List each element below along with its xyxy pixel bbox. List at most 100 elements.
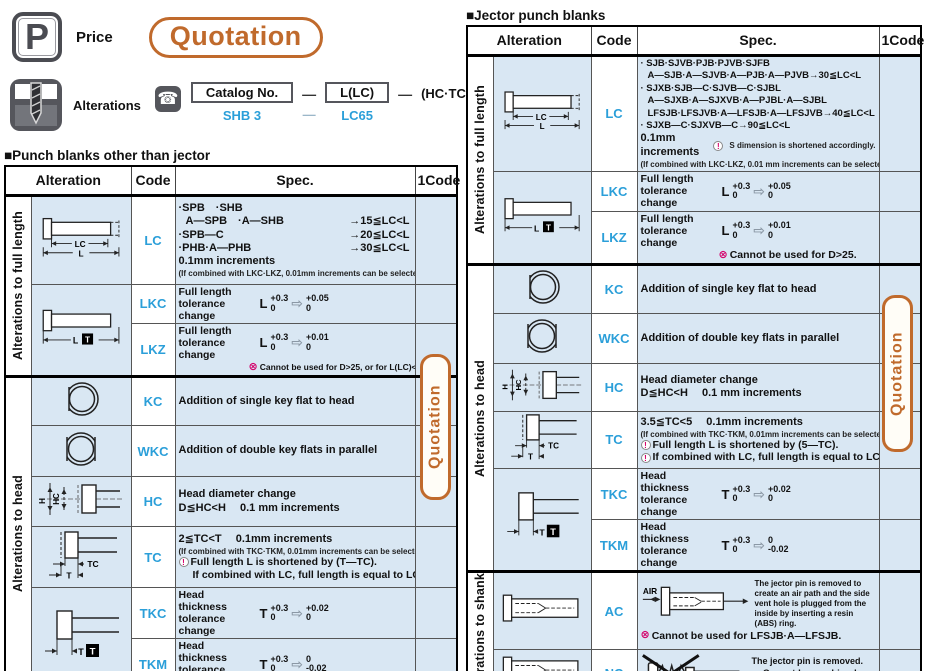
tol-letter: T (721, 537, 730, 553)
code-cell: TC (130, 526, 176, 589)
spec-cell: Head diameter change D≦HC<H 0.1 mm incre… (636, 362, 880, 412)
one-code-cell (878, 519, 922, 573)
table-row: Alterations to head KC Addition of singl… (466, 262, 922, 573)
code-cell: TKC (590, 467, 638, 521)
head-diameter-diagram: H HC (38, 483, 122, 516)
tolerance-label: tolerance change (178, 297, 226, 322)
code-cell: TKC (130, 587, 176, 640)
table-row: LKZ Full length tolerance change L +0.3 0 … (5, 322, 458, 378)
tol-lower: 0 (732, 544, 738, 555)
spec-note: If combined with LC, full length is equa… (192, 568, 415, 581)
code-cell: HC (130, 476, 176, 528)
spec-models: · SJB·SJVB·PJB·PJVB·SJFB (640, 58, 770, 70)
tc-diagram-cell: TC T (492, 410, 592, 469)
lc-diagram-cell: LC L (492, 54, 592, 172)
code-example: LC65 (341, 108, 373, 123)
spec-note: If combined with LC, full length is equa… (652, 451, 879, 464)
lc-diagram-cell: LC L (30, 194, 132, 285)
head-thickness-change-diagram: TC T (511, 414, 577, 462)
hc-diagram-cell: H HC (30, 476, 132, 528)
one-code-cell (878, 570, 922, 650)
restriction-note: Cannot be used for LFSJB·A—LFSJB. (651, 629, 842, 642)
tol-lower: 0 (305, 302, 311, 313)
one-code-cell (414, 587, 458, 640)
code-cell: WKC (590, 312, 638, 364)
restriction-note: Cannot be combined with AC. (763, 668, 872, 671)
tol-upper: +0.01 (305, 332, 329, 343)
tol-lower: 0 (305, 341, 311, 352)
spec-text: The jector pin is removed. (751, 656, 864, 667)
spec-cell: ·SPB ·SHB A—SPB ·A—SHB →15≦LC<L ·SPB—C →20… (174, 194, 416, 285)
col-header-code: Code (130, 165, 176, 197)
nc-diagram-cell (492, 648, 592, 671)
tol-lower: 0 (732, 493, 738, 503)
tol-letter: T (721, 486, 730, 502)
tk-diagram-cell: T T (492, 467, 592, 573)
tolerance-label: Full length (178, 285, 232, 298)
dim-label-tc: TC (548, 442, 559, 451)
group-head-label: Alterations to head (473, 359, 488, 477)
ac-diagram-cell (492, 570, 592, 650)
dash-example: — (302, 107, 316, 122)
one-code-cell (878, 170, 922, 212)
table-row: T T TKC Head thickness tolerance change T… (5, 587, 458, 671)
single-key-flat-diagram (60, 381, 99, 418)
tol-upper: +0.02 (767, 483, 791, 494)
code-cell: LKZ (590, 210, 638, 265)
code-cell: LKZ (130, 322, 176, 378)
spec-cell: Full length tolerance change L +0.3 0 ⇨ +0… (636, 210, 880, 265)
jector-pin-removed-diagram (641, 653, 739, 671)
spec-note-small: (If combined with LKC·LKZ, 0.01 mm incre… (640, 159, 879, 169)
spec-range: →15≦LC<L (349, 215, 410, 228)
code-cell: AC (590, 570, 638, 650)
price-label: Price (76, 28, 113, 46)
group-shank-cell: Alterations to shank (466, 570, 494, 671)
tolerance-label: Full length (640, 212, 694, 225)
table-row: L T LKC Full length tolerance change L +0… (467, 170, 922, 265)
one-code-cell (414, 194, 458, 285)
one-code-cell (878, 210, 922, 265)
dim-label-t-badge: T (90, 647, 96, 658)
spec-text: Addition of single key flat to head (178, 394, 355, 407)
tol-letter: T (259, 656, 268, 671)
dash-separator: — (302, 86, 317, 102)
tol-upper: +0.05 (767, 180, 791, 191)
tolerance-label: tolerance change (178, 613, 226, 638)
tol-upper: +0.3 (732, 180, 751, 191)
spec-range: →30≦LC<L (349, 241, 410, 254)
tol-upper: +0.3 (270, 332, 289, 343)
spec-cell: 2≦TC<T 0.1mm increments (If combined wit… (174, 526, 416, 589)
punch-side-view-diagram: LC L (503, 91, 580, 131)
spec-models: · SJXB—C·SJXVB—C→90≦LC<L (640, 119, 791, 131)
jector-punch-diagram (502, 656, 579, 671)
table-row: Alterations to head KC Addition of singl… (4, 375, 458, 671)
code-cell: LKC (590, 170, 638, 212)
tolerance-label: tolerance change (640, 224, 688, 249)
kc-diagram-cell (30, 375, 132, 427)
code-cell: NC (590, 648, 638, 671)
one-code-cell (878, 467, 922, 521)
phone-glyph: ☎ (157, 89, 179, 108)
spec-text: D≦HC<H 0.1 mm increments (640, 387, 802, 400)
note-icon: ! (640, 452, 651, 463)
double-key-flats-diagram (519, 317, 565, 354)
right-table-wrap: ■Jector punch blanks Alteration Code Spe… (466, 8, 924, 671)
dim-label-tc: TC (87, 559, 98, 569)
code-cell: TKM (130, 638, 176, 671)
cannot-icon: ⊗ (718, 248, 728, 261)
tol-lower: 0 (270, 302, 276, 313)
phone-icon: ☎ (154, 86, 181, 112)
change-arrow-icon: ⇨ (291, 604, 303, 621)
dim-label-l: L (534, 223, 539, 233)
spec-cell: Full length tolerance change L +0.3 0 ⇨ +0… (174, 322, 416, 378)
code-cell: KC (130, 375, 176, 427)
group-full-length-label: Alterations to full length (473, 85, 488, 235)
cannot-icon: ⊗ (640, 629, 650, 642)
spec-text: Addition of double key flats in parallel (640, 331, 840, 344)
hc-diagram-cell: H HC (492, 362, 592, 412)
table-row: H HC HC Head diameter change D≦HC<H 0.1 … (5, 476, 458, 528)
table-row: Alterations to full length LC (4, 194, 458, 378)
dim-label-t-badge: T (550, 527, 556, 537)
